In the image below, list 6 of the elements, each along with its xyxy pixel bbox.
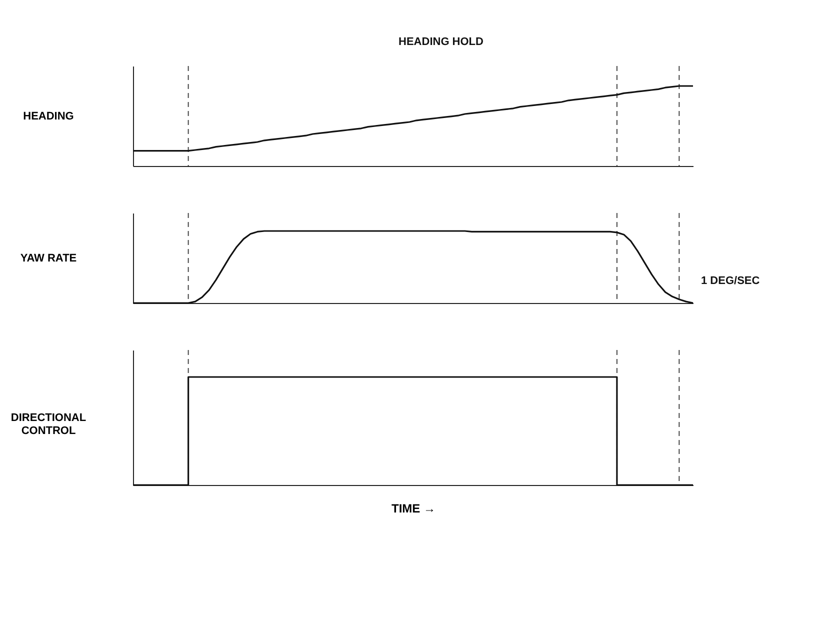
y-axis-title: HEADING (23, 110, 74, 122)
y-axis-title: YAW RATE (20, 252, 77, 264)
text: HEADING HOLD (398, 36, 484, 48)
text: 1 DEG/SEC (701, 275, 760, 287)
y-axis-title: DIRECTIONAL CONTROL (10, 412, 86, 437)
x-axis-title: TIME → (392, 502, 436, 516)
